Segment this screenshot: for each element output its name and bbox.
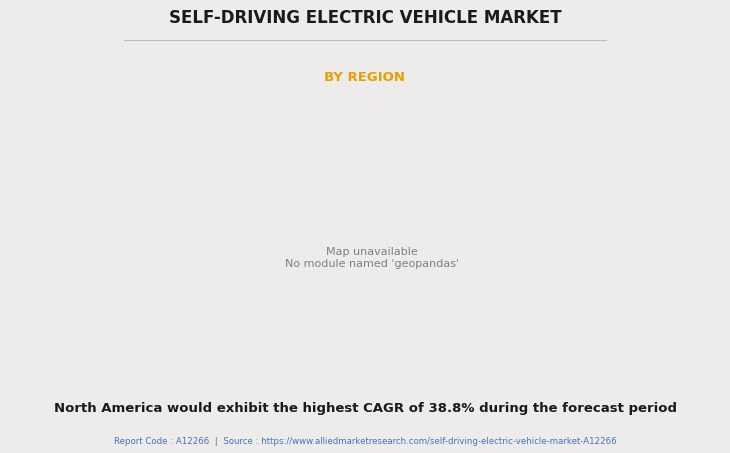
Text: Report Code : A12266  |  Source : https://www.alliedmarketresearch.com/self-driv: Report Code : A12266 | Source : https://…: [114, 437, 616, 446]
Text: Map unavailable
No module named 'geopandas': Map unavailable No module named 'geopand…: [285, 247, 459, 269]
Text: BY REGION: BY REGION: [325, 71, 405, 84]
Text: SELF-DRIVING ELECTRIC VEHICLE MARKET: SELF-DRIVING ELECTRIC VEHICLE MARKET: [169, 9, 561, 27]
Text: North America would exhibit the highest CAGR of 38.8% during the forecast period: North America would exhibit the highest …: [53, 402, 677, 415]
